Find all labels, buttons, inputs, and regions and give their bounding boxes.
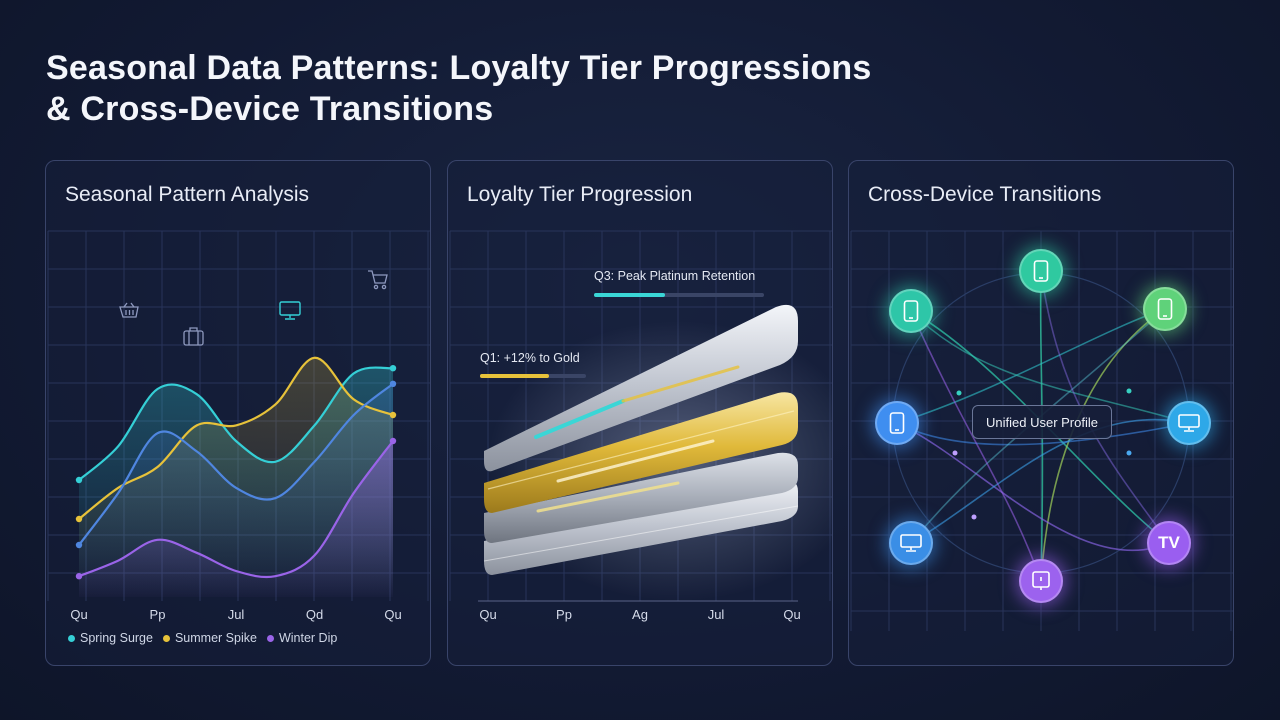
legend-label: Summer Spike <box>174 631 257 645</box>
device-node-lower-right: TV <box>1147 521 1191 565</box>
device-node-bottom <box>1019 559 1063 603</box>
series-end-point-0 <box>389 365 397 372</box>
series-line-2 <box>78 382 394 546</box>
series-area-3 <box>79 441 393 597</box>
page-title-line1: Seasonal Data Patterns: Loyalty Tier Pro… <box>46 49 872 87</box>
series-end-point-1 <box>389 411 397 419</box>
x-tick-label: Qu <box>70 607 88 622</box>
annotation-platinum-bar <box>594 293 764 297</box>
smartphone-icon <box>903 300 919 322</box>
series-start-point-0 <box>75 476 83 484</box>
legend-item: Summer Spike <box>162 631 257 645</box>
devices-panel-title: Cross-Device Transitions <box>868 183 1102 206</box>
seasonal-legend: Spring Surge Summer Spike Winter Dip <box>68 631 337 645</box>
cross-device-panel: Cross-Device Transitions Unified User Pr… <box>848 160 1234 666</box>
x-tick-label: Qu <box>783 607 801 622</box>
annotation-gold: Q1: +12% to Gold <box>480 351 580 365</box>
connection-dots <box>952 388 1132 520</box>
cart-icon <box>368 270 388 290</box>
seasonal-lines <box>78 356 394 579</box>
series-start-point-1 <box>75 515 83 523</box>
series-line-1 <box>78 356 394 520</box>
legend-swatch <box>266 634 274 642</box>
page-title: Seasonal Data Patterns: Loyalty Tier Pro… <box>46 48 871 130</box>
device-node-mid-right <box>1167 401 1211 445</box>
annotation-platinum: Q3: Peak Platinum Retention <box>594 269 756 283</box>
annotation-platinum-fill <box>594 293 666 297</box>
device-node-lower-left <box>889 521 933 565</box>
series-end-point-2 <box>389 380 397 387</box>
tier-slab-gold <box>484 392 798 513</box>
smartphone-icon <box>1033 260 1049 282</box>
suitcase-icon <box>183 327 204 346</box>
x-tick-label: Pp <box>149 607 166 622</box>
desktop-icon <box>1178 414 1200 432</box>
tier-slab-steel <box>484 452 798 543</box>
x-tick-label: Qu <box>479 607 497 622</box>
tv-icon: TV <box>1158 533 1180 552</box>
x-tick-label: Qd <box>305 607 324 622</box>
smartphone-icon <box>889 412 905 434</box>
monitor-icon <box>279 301 301 320</box>
series-line-3 <box>78 440 394 579</box>
loyalty-panel-title: Loyalty Tier Progression <box>467 183 693 206</box>
loyalty-tier-graphic <box>449 230 832 602</box>
seasonal-chart <box>47 230 430 601</box>
device-node-mid-left <box>875 401 919 445</box>
tablet-icon <box>1032 571 1050 591</box>
annotation-gold-bar <box>480 374 586 378</box>
x-tick-label: Jul <box>707 607 725 622</box>
basket-icon <box>119 302 139 318</box>
legend-label: Spring Surge <box>80 631 153 645</box>
legend-swatch <box>68 634 75 642</box>
legend-item: Winter Dip <box>266 631 338 645</box>
legend-swatch <box>162 634 170 642</box>
unified-user-profile-hub: Unified User Profile <box>972 405 1112 439</box>
x-tick-label: Jul <box>227 607 245 622</box>
x-tick-label: Qu <box>384 607 402 622</box>
series-start-point-3 <box>75 573 83 580</box>
tier-slab-platinum <box>484 304 798 472</box>
x-tick-label: Ag <box>632 607 648 622</box>
device-node-top <box>1019 249 1063 293</box>
loyalty-tier-panel: Loyalty Tier Progression <box>447 160 833 666</box>
series-end-point-3 <box>389 437 397 445</box>
legend-item: Spring Surge <box>68 631 153 645</box>
desktop-icon <box>900 534 922 552</box>
legend-label: Winter Dip <box>278 631 338 645</box>
seasonal-pattern-panel: Seasonal Pattern Analysis <box>45 160 431 666</box>
device-node-upper-right <box>1143 287 1187 331</box>
seasonal-areas <box>79 357 393 597</box>
series-start-point-2 <box>75 541 83 549</box>
device-node-upper-left <box>889 289 933 333</box>
page-title-line2: & Cross-Device Transitions <box>46 90 494 128</box>
seasonal-panel-title: Seasonal Pattern Analysis <box>65 183 309 206</box>
smartphone-icon <box>1157 298 1173 320</box>
seasonal-points <box>75 365 397 580</box>
annotation-gold-fill <box>480 374 549 378</box>
x-tick-label: Pp <box>556 607 572 622</box>
